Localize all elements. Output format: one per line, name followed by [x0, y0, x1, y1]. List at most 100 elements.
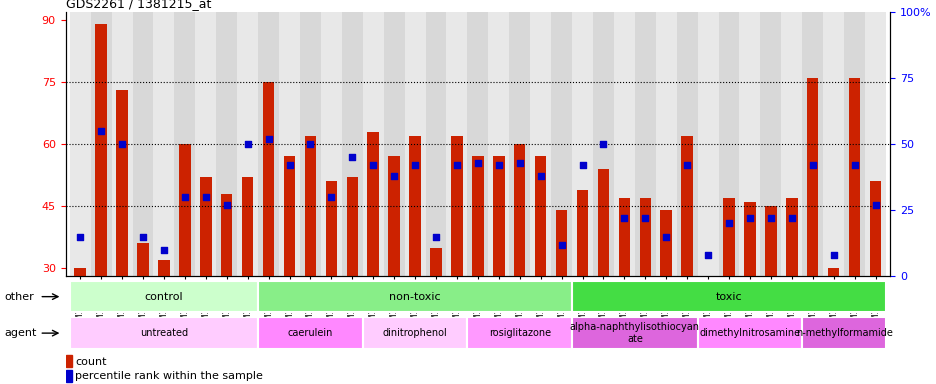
Text: GDS2261 / 1381215_at: GDS2261 / 1381215_at	[66, 0, 211, 10]
Text: caerulein: caerulein	[287, 328, 333, 338]
Text: rosiglitazone: rosiglitazone	[489, 328, 550, 338]
Bar	[91, 12, 111, 276]
Text: dinitrophenol: dinitrophenol	[382, 328, 447, 338]
Bar	[137, 243, 149, 276]
Point	[867, 202, 882, 208]
Bar	[425, 12, 446, 276]
Bar	[827, 268, 839, 276]
Point	[721, 220, 736, 227]
Bar	[613, 12, 635, 276]
Bar	[514, 144, 525, 276]
Bar	[785, 198, 797, 276]
Point	[595, 141, 610, 147]
Bar	[743, 202, 754, 276]
Bar	[320, 12, 342, 276]
Bar	[618, 198, 629, 276]
Bar	[69, 318, 257, 349]
Bar	[534, 156, 546, 276]
Bar	[241, 177, 253, 276]
Point	[387, 173, 402, 179]
Bar	[472, 156, 483, 276]
Text: percentile rank within the sample: percentile rank within the sample	[75, 371, 263, 381]
Point	[658, 233, 673, 240]
Bar	[635, 12, 655, 276]
Bar	[409, 136, 420, 276]
Bar	[765, 206, 776, 276]
Bar	[304, 136, 315, 276]
Bar	[697, 12, 718, 276]
Point	[365, 162, 380, 168]
Point	[344, 154, 359, 161]
Bar	[572, 318, 697, 349]
Bar	[200, 177, 212, 276]
Bar	[263, 82, 274, 276]
Point	[637, 215, 652, 221]
Text: count: count	[75, 357, 107, 367]
Bar	[467, 318, 572, 349]
Text: n-methylformamide: n-methylformamide	[795, 328, 892, 338]
Bar	[430, 248, 441, 276]
Text: non-toxic: non-toxic	[388, 291, 441, 302]
Bar	[116, 90, 127, 276]
Point	[177, 194, 192, 200]
Bar	[362, 12, 383, 276]
Point	[94, 127, 109, 134]
Point	[324, 194, 339, 200]
Point	[490, 162, 505, 168]
Bar	[660, 210, 671, 276]
Bar	[639, 198, 651, 276]
Point	[428, 233, 443, 240]
Bar	[383, 12, 404, 276]
Bar	[592, 12, 613, 276]
Text: toxic: toxic	[715, 291, 741, 302]
Point	[136, 233, 151, 240]
Point	[804, 162, 819, 168]
Bar	[111, 12, 132, 276]
Bar	[760, 12, 781, 276]
Bar	[843, 12, 864, 276]
Point	[470, 159, 485, 166]
Bar	[95, 24, 107, 276]
Point	[700, 252, 715, 258]
Bar	[174, 12, 195, 276]
Bar	[179, 144, 190, 276]
Bar	[154, 12, 174, 276]
Bar	[467, 12, 488, 276]
Bar	[342, 12, 362, 276]
Bar	[572, 12, 592, 276]
Point	[763, 215, 778, 221]
Point	[512, 159, 527, 166]
Bar	[346, 177, 358, 276]
Bar	[550, 12, 572, 276]
Bar	[66, 356, 72, 367]
Text: control: control	[144, 291, 183, 302]
Text: alpha-naphthylisothiocyan
ate: alpha-naphthylisothiocyan ate	[569, 322, 699, 344]
Point	[616, 215, 631, 221]
Text: other: other	[5, 291, 35, 302]
Bar	[237, 12, 257, 276]
Point	[240, 141, 255, 147]
Bar	[446, 12, 467, 276]
Bar	[530, 12, 550, 276]
Bar	[723, 198, 734, 276]
Bar	[66, 370, 72, 382]
Bar	[367, 132, 378, 276]
Bar	[823, 12, 843, 276]
Bar	[216, 12, 237, 276]
Bar	[572, 281, 885, 312]
Point	[156, 247, 171, 253]
Bar	[655, 12, 676, 276]
Bar	[680, 136, 692, 276]
Bar	[697, 318, 801, 349]
Point	[575, 162, 590, 168]
Bar	[718, 12, 739, 276]
Point	[533, 173, 548, 179]
Text: dimethylnitrosamine: dimethylnitrosamine	[698, 328, 799, 338]
Bar	[488, 12, 509, 276]
Point	[449, 162, 464, 168]
Bar	[739, 12, 760, 276]
Bar	[806, 78, 818, 276]
Bar	[257, 318, 362, 349]
Text: agent: agent	[5, 328, 37, 338]
Bar	[869, 181, 881, 276]
